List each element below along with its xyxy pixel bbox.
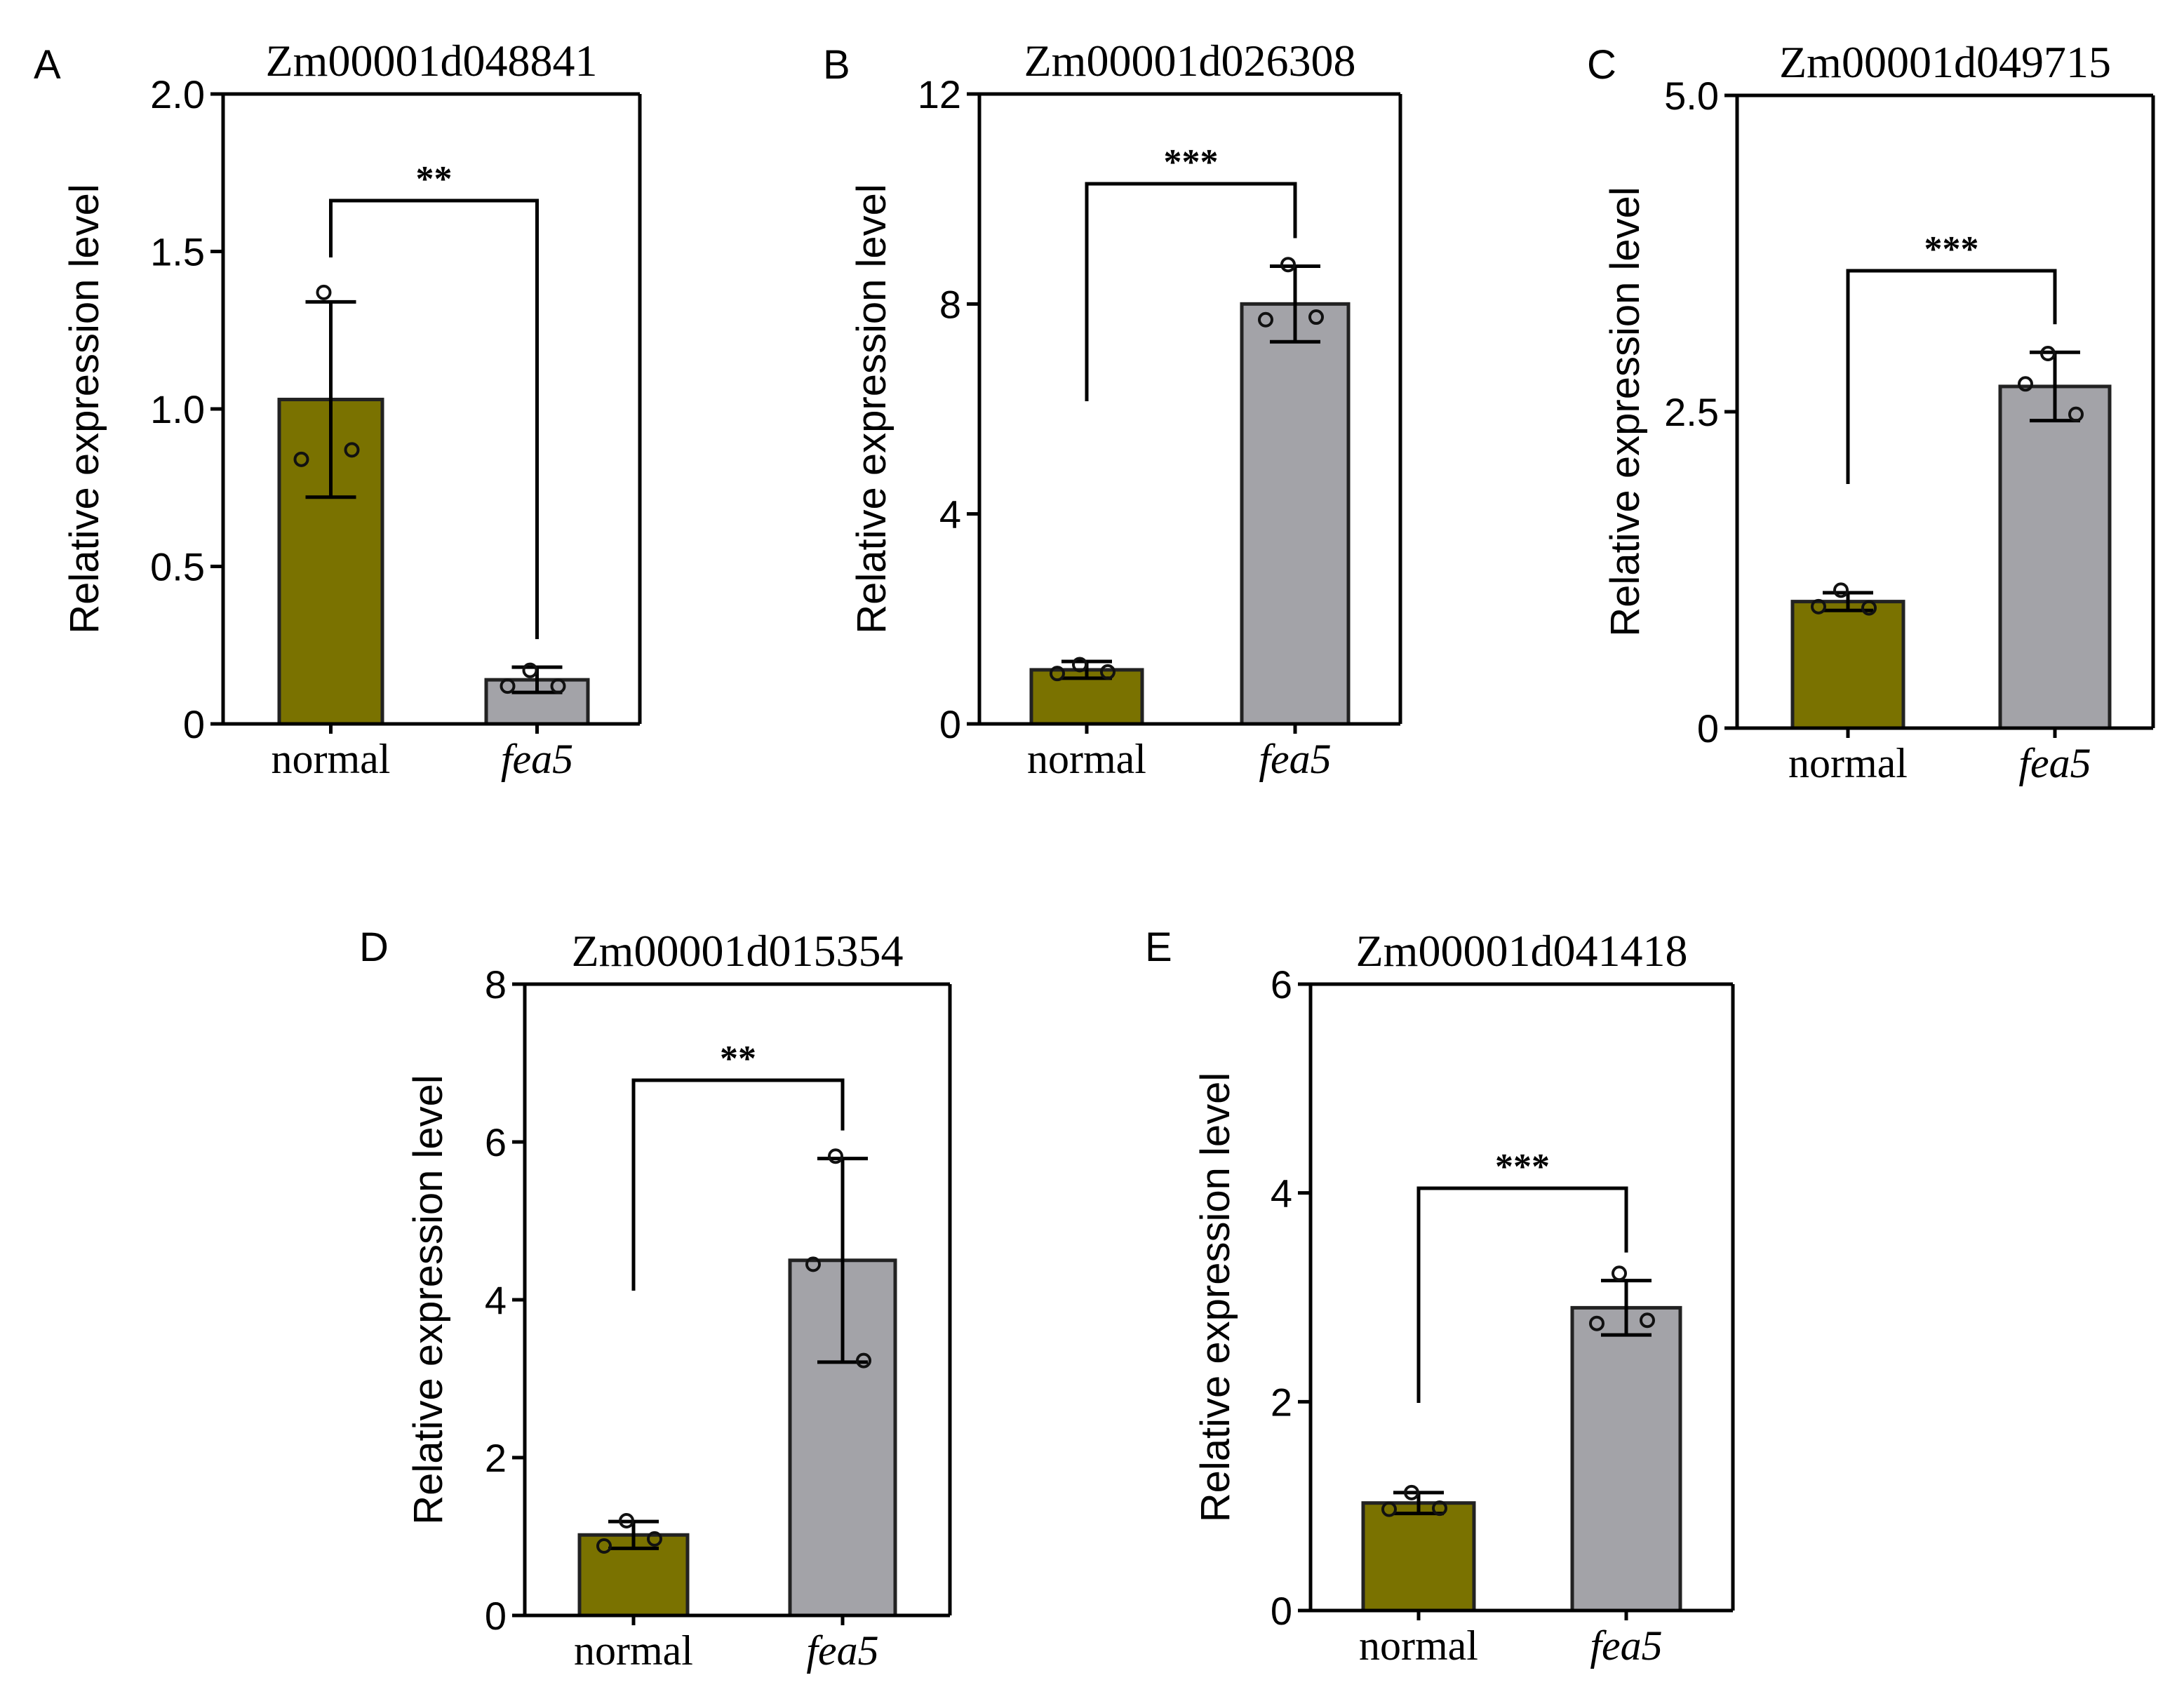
data-point <box>1100 664 1116 680</box>
x-tick-label: normal <box>574 1627 693 1674</box>
y-tick-label: 4 <box>939 492 961 537</box>
chart-title: Zm00001d049715 <box>1779 37 2111 87</box>
y-tick-label: 8 <box>485 962 507 1007</box>
significance-bracket <box>1085 182 1297 401</box>
data-point <box>856 1352 871 1369</box>
y-tick-label: 2.5 <box>1664 390 1719 434</box>
data-point <box>1833 582 1849 598</box>
significance-bracket <box>1846 269 2057 484</box>
data-point <box>500 678 516 694</box>
data-point <box>596 1538 612 1554</box>
y-tick-label: 8 <box>939 282 961 326</box>
chart-title: Zm00001d026308 <box>1024 36 1356 86</box>
y-tick-label: 0 <box>183 702 205 746</box>
panel-letter: C <box>1587 42 1616 88</box>
significance-label: *** <box>1164 142 1219 182</box>
y-tick-label: 0 <box>939 702 961 746</box>
y-tick-label: 4 <box>485 1278 507 1322</box>
data-point <box>316 284 332 300</box>
y-tick-label: 4 <box>1271 1171 1292 1216</box>
bar-fea5 <box>1570 1305 1682 1613</box>
panel-letter: E <box>1145 925 1172 970</box>
panel-e: E Zm00001d041418 Relative expression level… <box>1145 925 1735 1669</box>
panel-letter: A <box>34 42 61 88</box>
data-point <box>1861 600 1877 616</box>
y-axis-label: Relative expression level <box>1602 187 1648 637</box>
panel-d: D Zm00001d015354 Relative expression level… <box>359 925 952 1674</box>
y-axis-label: Relative expression level <box>406 1075 451 1525</box>
data-point <box>1072 657 1087 673</box>
y-tick-label: 0 <box>485 1594 507 1638</box>
chart-title: Zm00001d041418 <box>1356 926 1688 976</box>
data-point <box>619 1513 634 1528</box>
significance-bracket <box>329 199 539 640</box>
x-tick-label: normal <box>1027 736 1146 782</box>
data-point <box>522 662 538 678</box>
y-tick-label: 1.5 <box>150 230 205 274</box>
significance-label: *** <box>1495 1147 1550 1187</box>
panel-b: B Zm00001d026308 Relative expression level… <box>823 36 1402 782</box>
significance-label: ** <box>416 159 453 199</box>
chart-title: Zm00001d015354 <box>572 926 904 976</box>
data-point <box>2018 376 2033 392</box>
data-point <box>1280 257 1296 273</box>
x-tick-label: fea5 <box>501 736 573 782</box>
panel-a: A Zm00001d048841 Relative expression level… <box>34 36 642 782</box>
y-tick-label: 2 <box>1271 1380 1292 1424</box>
bar-fea5 <box>1240 302 1351 726</box>
data-point <box>1381 1501 1397 1517</box>
x-tick-label: normal <box>1788 740 1908 786</box>
y-axis-label: Relative expression level <box>849 184 895 634</box>
data-point <box>344 442 360 458</box>
significance-bracket <box>1416 1186 1628 1403</box>
data-point <box>1432 1500 1447 1517</box>
data-point <box>1589 1315 1604 1331</box>
x-tick-label: fea5 <box>1590 1622 1662 1669</box>
data-point <box>805 1256 821 1272</box>
bar-fea5 <box>1998 384 2112 730</box>
y-tick-label: 0 <box>1697 706 1719 751</box>
data-point <box>293 451 309 467</box>
data-point <box>550 678 566 694</box>
data-point <box>1612 1265 1627 1282</box>
data-point <box>1404 1484 1419 1500</box>
x-tick-label: normal <box>1359 1622 1478 1669</box>
data-point <box>1640 1312 1655 1329</box>
y-tick-label: 6 <box>1271 962 1292 1007</box>
y-tick-label: 0 <box>1271 1589 1292 1633</box>
data-point <box>647 1531 662 1547</box>
panel-c: C Zm00001d049715 Relative expression level… <box>1587 37 2155 786</box>
significance-label: ** <box>720 1039 756 1079</box>
x-tick-label: fea5 <box>806 1627 878 1674</box>
y-tick-label: 0.5 <box>150 545 205 589</box>
y-tick-label: 1.0 <box>150 387 205 431</box>
y-axis-label: Relative expression level <box>62 184 107 634</box>
data-point <box>2040 346 2056 362</box>
y-tick-label: 12 <box>918 72 961 116</box>
data-point <box>1258 311 1273 328</box>
data-point <box>828 1148 843 1164</box>
significance-bracket <box>631 1078 845 1291</box>
bar-normal <box>1361 1501 1476 1613</box>
x-tick-label: fea5 <box>2018 740 2091 786</box>
significance-label: *** <box>1924 229 1979 269</box>
chart-title: Zm00001d048841 <box>266 36 598 86</box>
panel-letter: D <box>359 925 389 970</box>
x-tick-label: fea5 <box>1259 736 1331 782</box>
data-point <box>1308 309 1324 325</box>
y-tick-label: 2 <box>485 1436 507 1480</box>
data-point <box>1050 666 1065 682</box>
data-point <box>2068 406 2084 422</box>
panel-letter: B <box>823 42 850 88</box>
bar-normal <box>1790 600 1905 730</box>
y-tick-label: 6 <box>485 1120 507 1164</box>
data-point <box>1811 598 1826 614</box>
x-tick-label: normal <box>272 736 391 782</box>
y-tick-label: 5.0 <box>1664 74 1719 118</box>
y-axis-label: Relative expression level <box>1193 1073 1238 1523</box>
y-tick-label: 2.0 <box>150 72 205 116</box>
